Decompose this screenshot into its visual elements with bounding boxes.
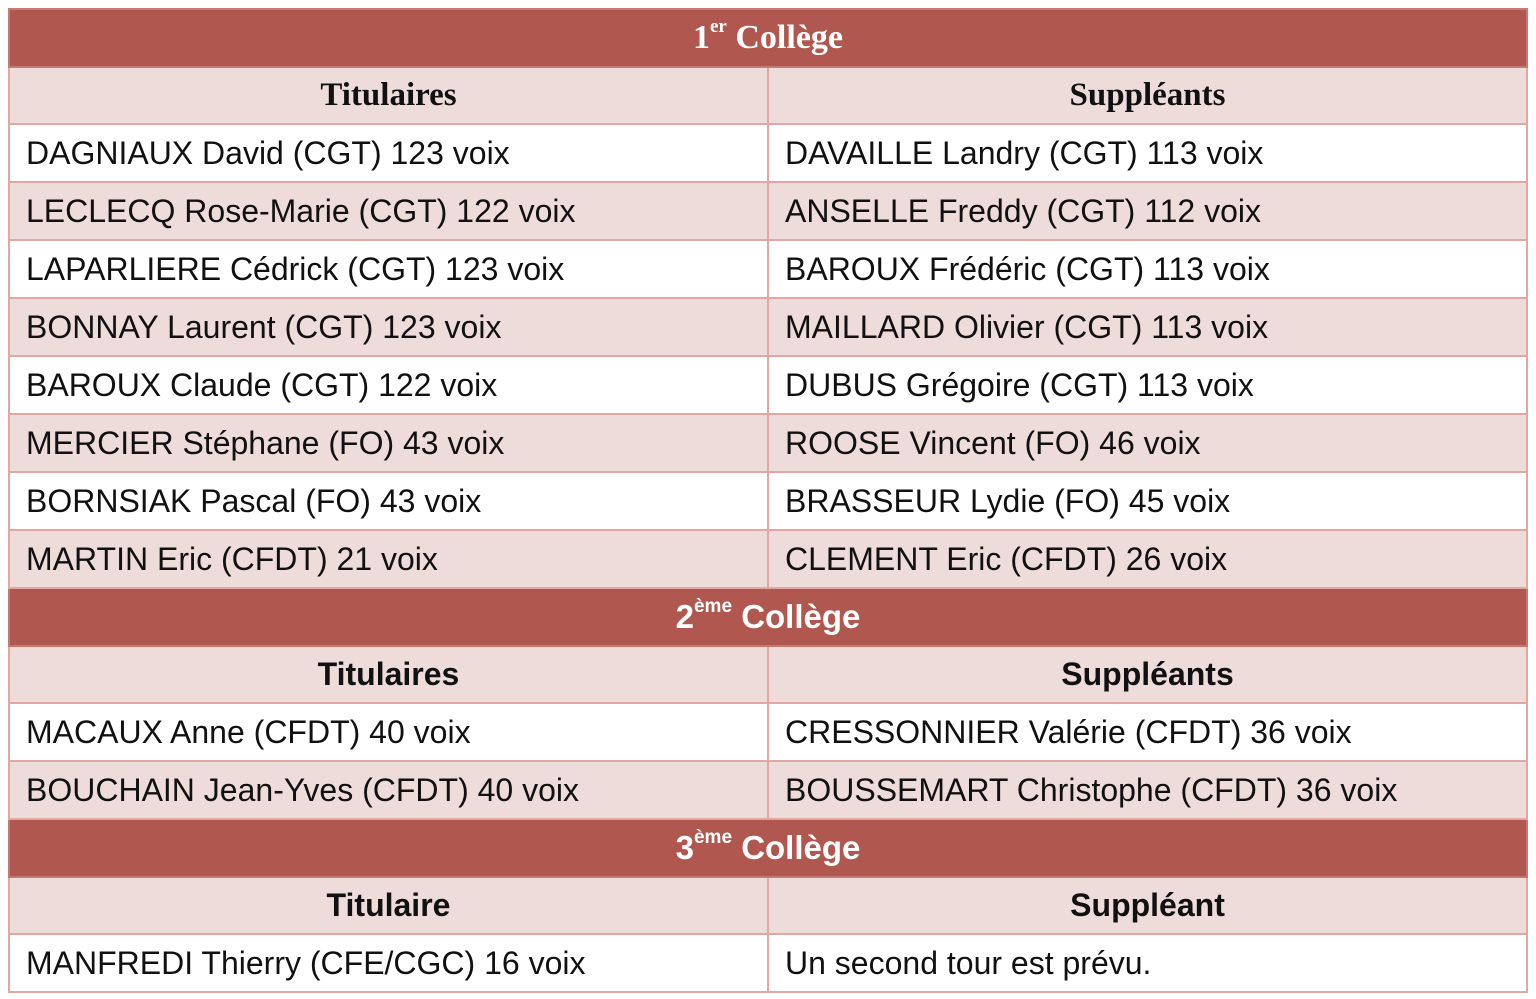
suppleant-cell: Un second tour est prévu. (766, 933, 1529, 993)
titulaire-cell: BOUCHAIN Jean-Yves (CFDT) 40 voix (8, 760, 769, 820)
results-table-container: 1er Collège Titulaires Suppléants DAGNIA… (7, 8, 1529, 993)
titulaire-cell: BAROUX Claude (CGT) 122 voix (8, 355, 769, 415)
table-row: BONNAY Laurent (CGT) 123 voix MAILLARD O… (8, 297, 1529, 357)
table-row: BAROUX Claude (CGT) 122 voix DUBUS Grégo… (8, 355, 1529, 415)
college-3-titulaire-header: Titulaire (8, 876, 769, 935)
college-1-titulaires-header: Titulaires (8, 66, 769, 125)
titulaire-cell: BONNAY Laurent (CGT) 123 voix (8, 297, 769, 357)
suppleant-cell: CRESSONNIER Valérie (CFDT) 36 voix (766, 702, 1529, 762)
table-row: MARTIN Eric (CFDT) 21 voix CLEMENT Eric … (8, 529, 1529, 589)
college-2-title: 2ème Collège (7, 587, 1529, 647)
table-row: DAGNIAUX David (CGT) 123 voix DAVAILLE L… (8, 123, 1529, 183)
suppleant-cell: ANSELLE Freddy (CGT) 112 voix (766, 181, 1529, 241)
college-2-column-headers: Titulaires Suppléants (8, 645, 1529, 704)
titulaire-cell: MANFREDI Thierry (CFE/CGC) 16 voix (8, 933, 769, 993)
table-row: MERCIER Stéphane (FO) 43 voix ROOSE Vinc… (8, 413, 1529, 473)
suppleant-cell: BRASSEUR Lydie (FO) 45 voix (766, 471, 1529, 531)
table-row: MACAUX Anne (CFDT) 40 voix CRESSONNIER V… (8, 702, 1529, 762)
college-3-header-row: 3ème Collège (7, 818, 1529, 878)
suppleant-cell: DUBUS Grégoire (CGT) 113 voix (766, 355, 1529, 415)
college-2-suppleants-header: Suppléants (766, 645, 1529, 704)
titulaire-cell: MARTIN Eric (CFDT) 21 voix (8, 529, 769, 589)
titulaire-cell: DAGNIAUX David (CGT) 123 voix (8, 123, 769, 183)
table-row: LAPARLIERE Cédrick (CGT) 123 voix BAROUX… (8, 239, 1529, 299)
titulaire-cell: MERCIER Stéphane (FO) 43 voix (8, 413, 769, 473)
college-1-header-row: 1er Collège (7, 8, 1529, 68)
titulaire-cell: BORNSIAK Pascal (FO) 43 voix (8, 471, 769, 531)
suppleant-cell: BOUSSEMART Christophe (CFDT) 36 voix (766, 760, 1529, 820)
titulaire-cell: MACAUX Anne (CFDT) 40 voix (8, 702, 769, 762)
suppleant-cell: CLEMENT Eric (CFDT) 26 voix (766, 529, 1529, 589)
college-2-header-row: 2ème Collège (7, 587, 1529, 647)
college-2-titulaires-header: Titulaires (8, 645, 769, 704)
college-3-title: 3ème Collège (7, 818, 1529, 878)
election-results-table: 1er Collège Titulaires Suppléants DAGNIA… (7, 8, 1529, 993)
college-1-title: 1er Collège (7, 8, 1529, 68)
suppleant-cell: DAVAILLE Landry (CGT) 113 voix (766, 123, 1529, 183)
college-3-column-headers: Titulaire Suppléant (8, 876, 1529, 935)
college-1-column-headers: Titulaires Suppléants (8, 66, 1529, 125)
table-row: LECLECQ Rose-Marie (CGT) 122 voix ANSELL… (8, 181, 1529, 241)
table-row: MANFREDI Thierry (CFE/CGC) 16 voix Un se… (8, 933, 1529, 993)
college-3-suppleant-header: Suppléant (766, 876, 1529, 935)
table-row: BOUCHAIN Jean-Yves (CFDT) 40 voix BOUSSE… (8, 760, 1529, 820)
suppleant-cell: ROOSE Vincent (FO) 46 voix (766, 413, 1529, 473)
suppleant-cell: BAROUX Frédéric (CGT) 113 voix (766, 239, 1529, 299)
college-1-suppleants-header: Suppléants (766, 66, 1529, 125)
suppleant-cell: MAILLARD Olivier (CGT) 113 voix (766, 297, 1529, 357)
titulaire-cell: LECLECQ Rose-Marie (CGT) 122 voix (8, 181, 769, 241)
table-row: BORNSIAK Pascal (FO) 43 voix BRASSEUR Ly… (8, 471, 1529, 531)
titulaire-cell: LAPARLIERE Cédrick (CGT) 123 voix (8, 239, 769, 299)
